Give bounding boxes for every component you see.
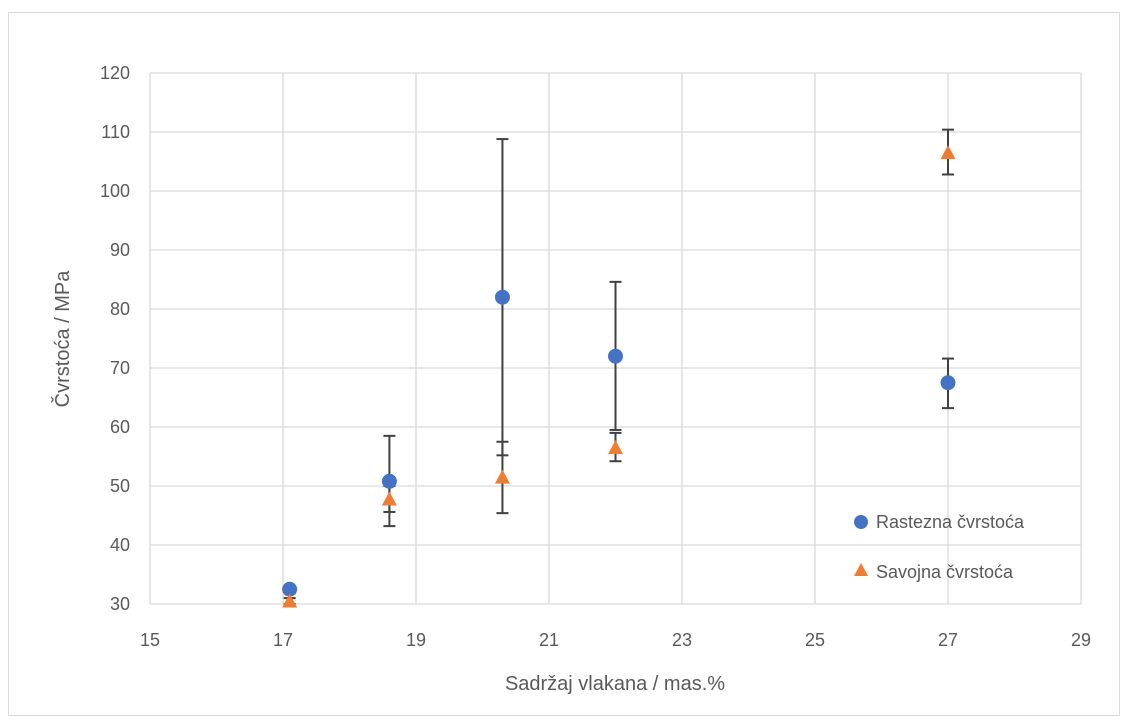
data-point-savojna bbox=[608, 440, 623, 455]
x-tick-label: 23 bbox=[672, 630, 692, 650]
legend-marker-rastezna bbox=[854, 515, 868, 529]
grid-layer bbox=[149, 72, 1082, 605]
legend-label-savojna: Savojna čvrstoća bbox=[876, 562, 1014, 582]
data-point-rastezna bbox=[282, 581, 298, 597]
data-point-rastezna bbox=[940, 375, 956, 391]
y-tick-label: 50 bbox=[110, 476, 130, 496]
legend: Rastezna čvrstoća Savojna čvrstoća bbox=[854, 512, 1025, 582]
data-point-savojna bbox=[282, 593, 298, 608]
y-tick-label: 110 bbox=[101, 122, 130, 142]
tick-layer: 30 40 50 60 70 80 90 100 110 120 15 17 19 21 23 25 27 29 bbox=[100, 63, 1091, 650]
x-axis-title: Sadržaj vlakana / mas.% bbox=[505, 673, 725, 695]
y-axis-title: Čvrstoća / MPa bbox=[51, 270, 74, 408]
data-point-rastezna bbox=[494, 289, 510, 305]
legend-label-rastezna: Rastezna čvrstoća bbox=[876, 512, 1025, 532]
x-tick-label: 29 bbox=[1071, 630, 1091, 650]
y-tick-label: 40 bbox=[110, 535, 130, 555]
y-tick-label: 30 bbox=[110, 594, 130, 614]
chart-frame bbox=[8, 12, 1120, 716]
x-tick-label: 27 bbox=[938, 630, 958, 650]
marker-layer bbox=[282, 145, 956, 608]
x-tick-label: 25 bbox=[805, 630, 825, 650]
y-tick-label: 70 bbox=[110, 358, 130, 378]
x-tick-label: 15 bbox=[140, 630, 160, 650]
y-tick-label: 100 bbox=[100, 181, 130, 201]
y-tick-label: 80 bbox=[110, 299, 130, 319]
x-tick-label: 17 bbox=[273, 630, 293, 650]
y-tick-label: 60 bbox=[110, 417, 130, 437]
data-point-savojna bbox=[940, 145, 956, 160]
data-point-rastezna bbox=[608, 348, 623, 364]
y-tick-label: 120 bbox=[100, 63, 130, 83]
data-point-savojna bbox=[381, 491, 397, 506]
data-point-rastezna bbox=[381, 473, 397, 489]
errorbar-layer bbox=[283, 128, 954, 605]
y-tick-label: 90 bbox=[110, 240, 130, 260]
x-tick-label: 21 bbox=[539, 630, 559, 650]
data-point-savojna bbox=[494, 469, 510, 484]
x-tick-label: 19 bbox=[406, 630, 426, 650]
legend-marker-savojna bbox=[854, 563, 868, 576]
